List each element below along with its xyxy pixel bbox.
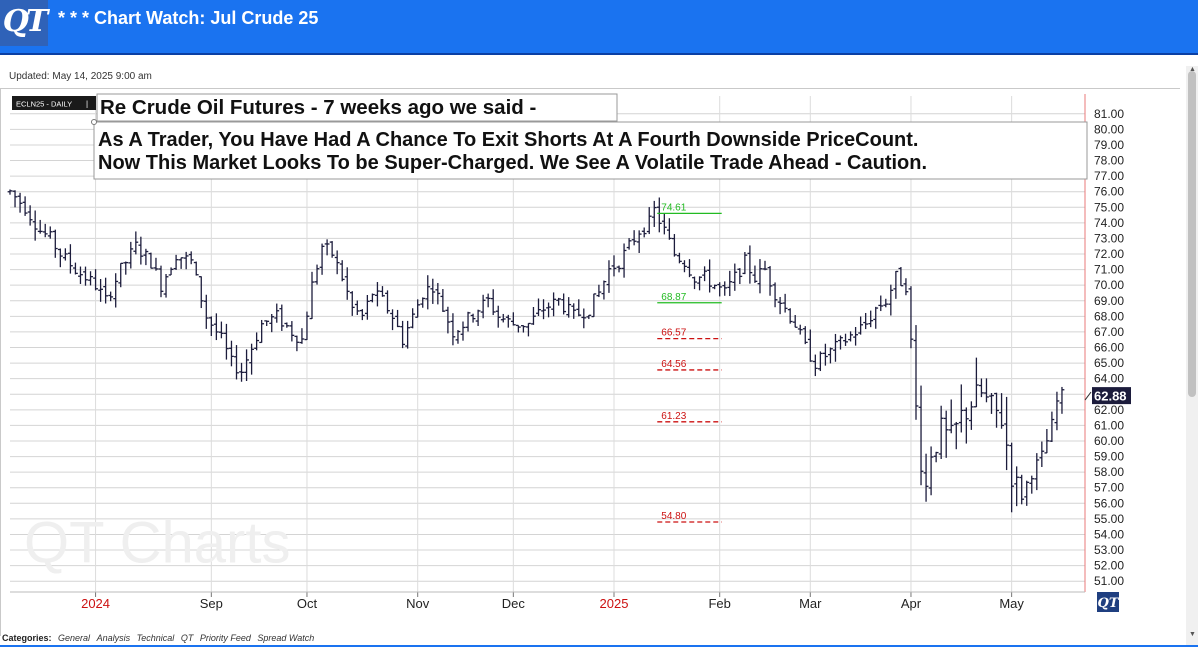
last-price-marker: 62.88 bbox=[1084, 387, 1131, 405]
category-link[interactable]: Priority Feed bbox=[199, 633, 251, 643]
qt-logo[interactable]: QT bbox=[0, 0, 48, 46]
annotation-title-box bbox=[96, 93, 618, 122]
category-link[interactable]: Spread Watch bbox=[257, 633, 315, 643]
x-tick-label: Nov bbox=[406, 596, 430, 611]
page-title: * * * Chart Watch: Jul Crude 25 bbox=[58, 8, 319, 28]
y-tick-label: 78.00 bbox=[1094, 154, 1124, 168]
page-scrollbar[interactable]: ▲ ▼ bbox=[1186, 66, 1198, 647]
symbol-badge-separator: | bbox=[86, 100, 88, 109]
y-tick-label: 65.00 bbox=[1094, 356, 1124, 370]
y-tick-label: 68.00 bbox=[1094, 309, 1124, 323]
x-tick-label: Dec bbox=[502, 596, 526, 611]
y-tick-label: 73.00 bbox=[1094, 231, 1124, 245]
x-tick-label: Mar bbox=[799, 596, 822, 611]
y-tick-label: 75.00 bbox=[1094, 200, 1124, 214]
x-tick-label: Apr bbox=[901, 596, 922, 611]
y-tick-label: 64.00 bbox=[1094, 372, 1124, 386]
x-tick-label: Feb bbox=[708, 596, 730, 611]
corner-logo-text: QT bbox=[1098, 596, 1120, 611]
scroll-up-icon[interactable]: ▲ bbox=[1189, 66, 1196, 73]
y-tick-label: 56.00 bbox=[1094, 496, 1124, 510]
categories-footer: Categories: General Analysis Technical Q… bbox=[2, 633, 314, 643]
content-frame-left bbox=[0, 88, 1, 636]
x-tick-label: May bbox=[999, 596, 1024, 611]
y-tick-label: 62.00 bbox=[1094, 403, 1124, 417]
y-tick-label: 53.00 bbox=[1094, 543, 1124, 557]
annotation-line: Now This Market Looks To be Super-Charge… bbox=[98, 152, 927, 174]
annotation-box: ECLN25 - DAILY | Re Crude Oil Futures - 7 … bbox=[12, 93, 1088, 180]
y-tick-label: 66.00 bbox=[1094, 341, 1124, 355]
y-tick-label: 74.00 bbox=[1094, 216, 1124, 230]
symbol-badge bbox=[12, 96, 96, 110]
y-tick-label: 67.00 bbox=[1094, 325, 1124, 339]
y-tick-label: 58.00 bbox=[1094, 465, 1124, 479]
x-tick-label: Sep bbox=[200, 596, 223, 611]
level-label: 68.87 bbox=[661, 292, 686, 303]
annotation-body-box bbox=[93, 121, 1088, 180]
y-tick-label: 70.00 bbox=[1094, 278, 1124, 292]
level-label: 54.80 bbox=[661, 511, 686, 522]
chart-watermark: QT Charts bbox=[24, 511, 290, 576]
y-tick-label: 52.00 bbox=[1094, 559, 1124, 573]
level-label: 61.23 bbox=[661, 411, 686, 422]
y-tick-label: 61.00 bbox=[1094, 418, 1124, 432]
y-tick-label: 51.00 bbox=[1094, 574, 1124, 588]
y-tick-label: 69.00 bbox=[1094, 294, 1124, 308]
annotation-title: Re Crude Oil Futures - 7 weeks ago we sa… bbox=[100, 96, 536, 119]
annotation-line: As A Trader, You Have Had A Chance To Ex… bbox=[98, 129, 919, 151]
y-tick-label: 71.00 bbox=[1094, 263, 1124, 277]
level-label: 74.61 bbox=[661, 202, 686, 213]
last-price-box bbox=[1092, 387, 1131, 405]
category-link[interactable]: General bbox=[58, 633, 91, 643]
category-link[interactable]: QT bbox=[180, 633, 194, 643]
price-levels: 74.61 68.87 66.57 64.56 61.23 54.80 bbox=[657, 202, 722, 523]
x-tick-label: 2025 bbox=[600, 596, 629, 611]
y-tick-label: 55.00 bbox=[1094, 512, 1124, 526]
level-label: 66.57 bbox=[661, 328, 686, 339]
footer-divider bbox=[0, 645, 1198, 647]
y-tick-label: 77.00 bbox=[1094, 169, 1124, 183]
scrollbar-thumb[interactable] bbox=[1188, 71, 1196, 397]
level-label: 64.56 bbox=[661, 359, 686, 370]
price-bars bbox=[7, 189, 1065, 513]
x-axis: 2024 Sep Oct Nov Dec 2025 Feb Mar Apr May QT bbox=[81, 592, 1120, 612]
updated-timestamp: Updated: May 14, 2025 9:00 am bbox=[9, 71, 152, 82]
corner-logo-box bbox=[1097, 592, 1119, 612]
last-price-pointer bbox=[1084, 391, 1092, 401]
annotation-handle bbox=[91, 119, 97, 125]
x-tick-label: 2024 bbox=[81, 596, 110, 611]
header-divider bbox=[0, 53, 1198, 55]
last-price-label: 62.88 bbox=[1094, 389, 1127, 404]
y-tick-label: 54.00 bbox=[1094, 527, 1124, 541]
y-tick-label: 81.00 bbox=[1094, 107, 1124, 121]
header-bar bbox=[0, 0, 1198, 53]
y-tick-label: 57.00 bbox=[1094, 481, 1124, 495]
x-tick-label: Oct bbox=[297, 596, 318, 611]
category-link[interactable]: Analysis bbox=[96, 633, 131, 643]
category-link[interactable]: Technical bbox=[136, 633, 175, 643]
price-chart: QT Charts 74.61 68.87 66.57 64.56 61.23 54.80… bbox=[7, 93, 1131, 612]
y-tick-label: 60.00 bbox=[1094, 434, 1124, 448]
y-tick-label: 72.00 bbox=[1094, 247, 1124, 261]
watermark-text: QT Charts bbox=[24, 511, 290, 576]
categories-label: Categories: bbox=[2, 633, 52, 643]
y-tick-label: 76.00 bbox=[1094, 185, 1124, 199]
scroll-down-icon[interactable]: ▼ bbox=[1189, 631, 1196, 638]
y-tick-label: 80.00 bbox=[1094, 122, 1124, 136]
y-tick-label: 59.00 bbox=[1094, 450, 1124, 464]
symbol-label: ECLN25 - DAILY bbox=[16, 100, 72, 109]
y-tick-label: 79.00 bbox=[1094, 138, 1124, 152]
content-frame-top bbox=[0, 88, 1180, 89]
